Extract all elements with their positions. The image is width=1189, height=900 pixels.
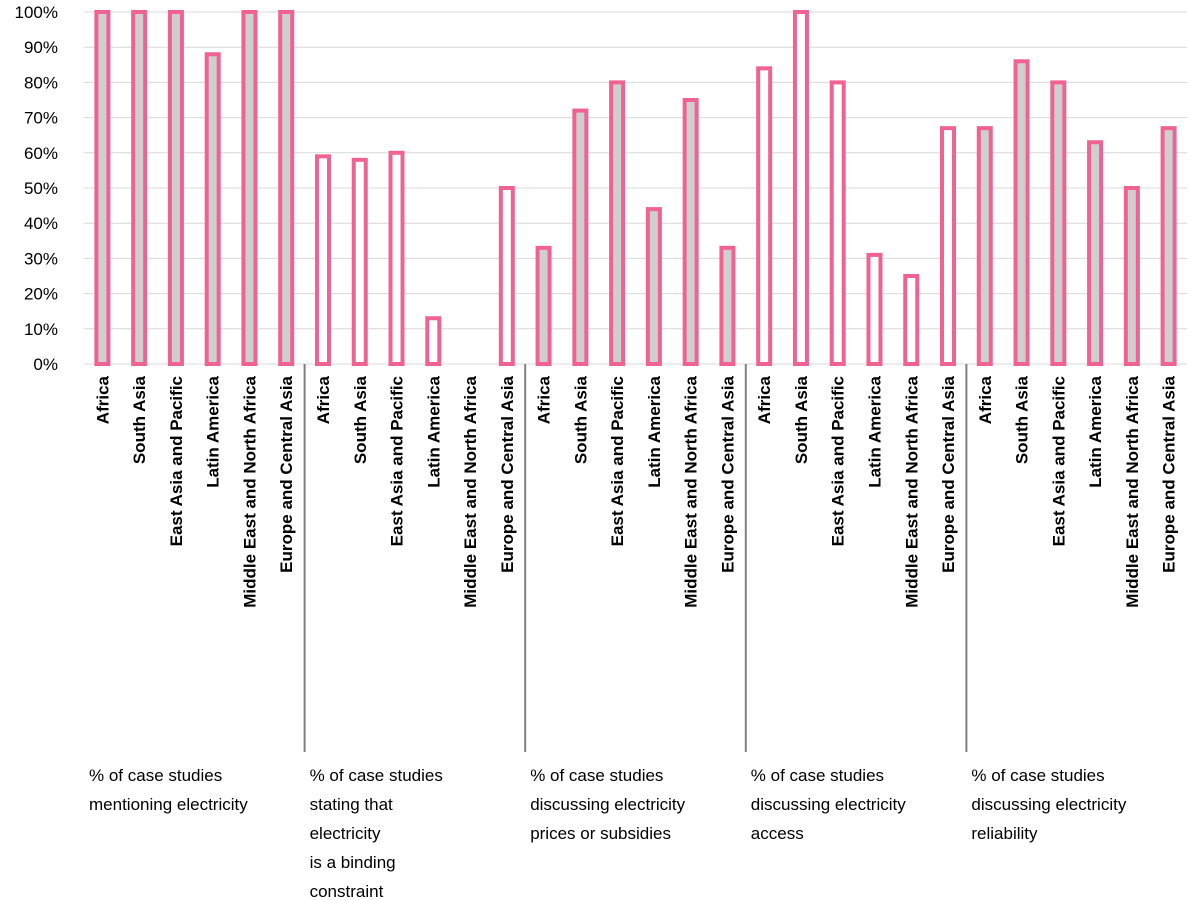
x-category-label: Middle East and North Africa	[902, 375, 921, 607]
x-category-label: Middle East and North Africa	[682, 375, 701, 607]
bar	[903, 274, 920, 366]
bar	[866, 252, 883, 367]
bar	[535, 245, 552, 366]
group-label-line: access	[751, 824, 804, 843]
y-tick-label: 60%	[24, 144, 58, 163]
x-category-label: Europe and Central Asia	[718, 375, 737, 572]
group-label-line: discussing electricity	[971, 795, 1126, 814]
x-category-label: Africa	[976, 375, 995, 424]
group-label-line: % of case studies	[310, 766, 443, 785]
y-axis: 0% 10% 20% 30% 40% 50% 60% 70% 80% 90% 100%	[15, 3, 58, 374]
group-label-line: constraint	[310, 882, 384, 900]
bar	[682, 98, 699, 366]
group-label-line: % of case studies	[971, 766, 1104, 785]
group-label-line: % of case studies	[89, 766, 222, 785]
bar	[1013, 59, 1030, 366]
y-tick-label: 90%	[24, 38, 58, 57]
y-tick-label: 50%	[24, 179, 58, 198]
x-category-label: Africa	[755, 375, 774, 424]
group-label-line: electricity	[310, 824, 381, 843]
x-axis: Africa South Asia East Asia and Pacific Lat…	[93, 375, 1178, 607]
x-category-label: East Asia and Pacific	[829, 376, 848, 546]
bar	[204, 52, 221, 367]
x-category-label: Middle East and North Africa	[1123, 375, 1142, 607]
group-label-line: discussing electricity	[530, 795, 685, 814]
x-category-label: East Asia and Pacific	[388, 376, 407, 546]
group-label-line: stating that	[310, 795, 393, 814]
x-category-label: East Asia and Pacific	[608, 376, 627, 546]
bar	[388, 150, 405, 366]
x-category-label: South Asia	[792, 375, 811, 464]
bar	[131, 10, 148, 366]
y-tick-label: 40%	[24, 214, 58, 233]
y-tick-label: 70%	[24, 109, 58, 128]
x-category-label: Latin America	[645, 375, 664, 487]
bar	[314, 154, 331, 366]
bar	[498, 186, 515, 366]
grid-lines	[84, 11, 1187, 365]
x-category-label: South Asia	[351, 375, 370, 464]
y-tick-label: 10%	[24, 320, 58, 339]
x-category-label: South Asia	[1013, 375, 1032, 464]
group-label-line: reliability	[971, 824, 1038, 843]
y-tick-label: 80%	[24, 73, 58, 92]
x-category-label: South Asia	[130, 375, 149, 464]
group-labels: % of case studies mentioning electricity%…	[89, 766, 1127, 900]
bar	[719, 245, 736, 366]
bar	[609, 80, 626, 367]
y-tick-label: 100%	[15, 3, 58, 22]
bar	[976, 126, 993, 366]
bar	[1123, 186, 1140, 366]
x-category-label: Africa	[93, 375, 112, 424]
bar	[94, 10, 111, 366]
group-label-line: % of case studies	[530, 766, 663, 785]
x-category-label: East Asia and Pacific	[1049, 376, 1068, 546]
bar	[167, 10, 184, 366]
bar	[351, 157, 368, 366]
x-category-label: Europe and Central Asia	[1160, 375, 1179, 572]
bar	[645, 207, 662, 366]
bar	[241, 10, 258, 366]
x-category-label: Africa	[535, 375, 554, 424]
x-category-label: Latin America	[204, 375, 223, 487]
bar	[1050, 80, 1067, 367]
bar	[756, 66, 773, 366]
bar	[425, 316, 442, 366]
x-category-label: Europe and Central Asia	[277, 375, 296, 572]
group-separators	[303, 364, 968, 752]
group-label-line: is a binding	[310, 853, 396, 872]
x-category-label: Latin America	[424, 375, 443, 487]
y-tick-label: 0%	[33, 355, 58, 374]
bar	[940, 126, 957, 366]
y-tick-label: 30%	[24, 249, 58, 268]
bar	[829, 80, 846, 367]
x-category-label: Latin America	[1086, 375, 1105, 487]
group-label-line: discussing electricity	[751, 795, 906, 814]
bars	[94, 10, 1177, 367]
x-category-label: East Asia and Pacific	[167, 376, 186, 546]
x-category-label: Europe and Central Asia	[498, 375, 517, 572]
group-label-line: prices or subsidies	[530, 824, 671, 843]
x-category-label: South Asia	[571, 375, 590, 464]
bar	[278, 10, 295, 366]
x-category-label: Africa	[314, 375, 333, 424]
y-tick-label: 20%	[24, 285, 58, 304]
bar	[792, 10, 809, 366]
bar	[572, 108, 589, 366]
bar	[1087, 140, 1104, 366]
x-category-label: Latin America	[865, 375, 884, 487]
x-category-label: Middle East and North Africa	[240, 375, 259, 607]
group-label-line: % of case studies	[751, 766, 884, 785]
x-category-label: Middle East and North Africa	[461, 375, 480, 607]
bar	[1160, 126, 1177, 366]
group-label-line: mentioning electricity	[89, 795, 248, 814]
x-category-label: Europe and Central Asia	[939, 375, 958, 572]
